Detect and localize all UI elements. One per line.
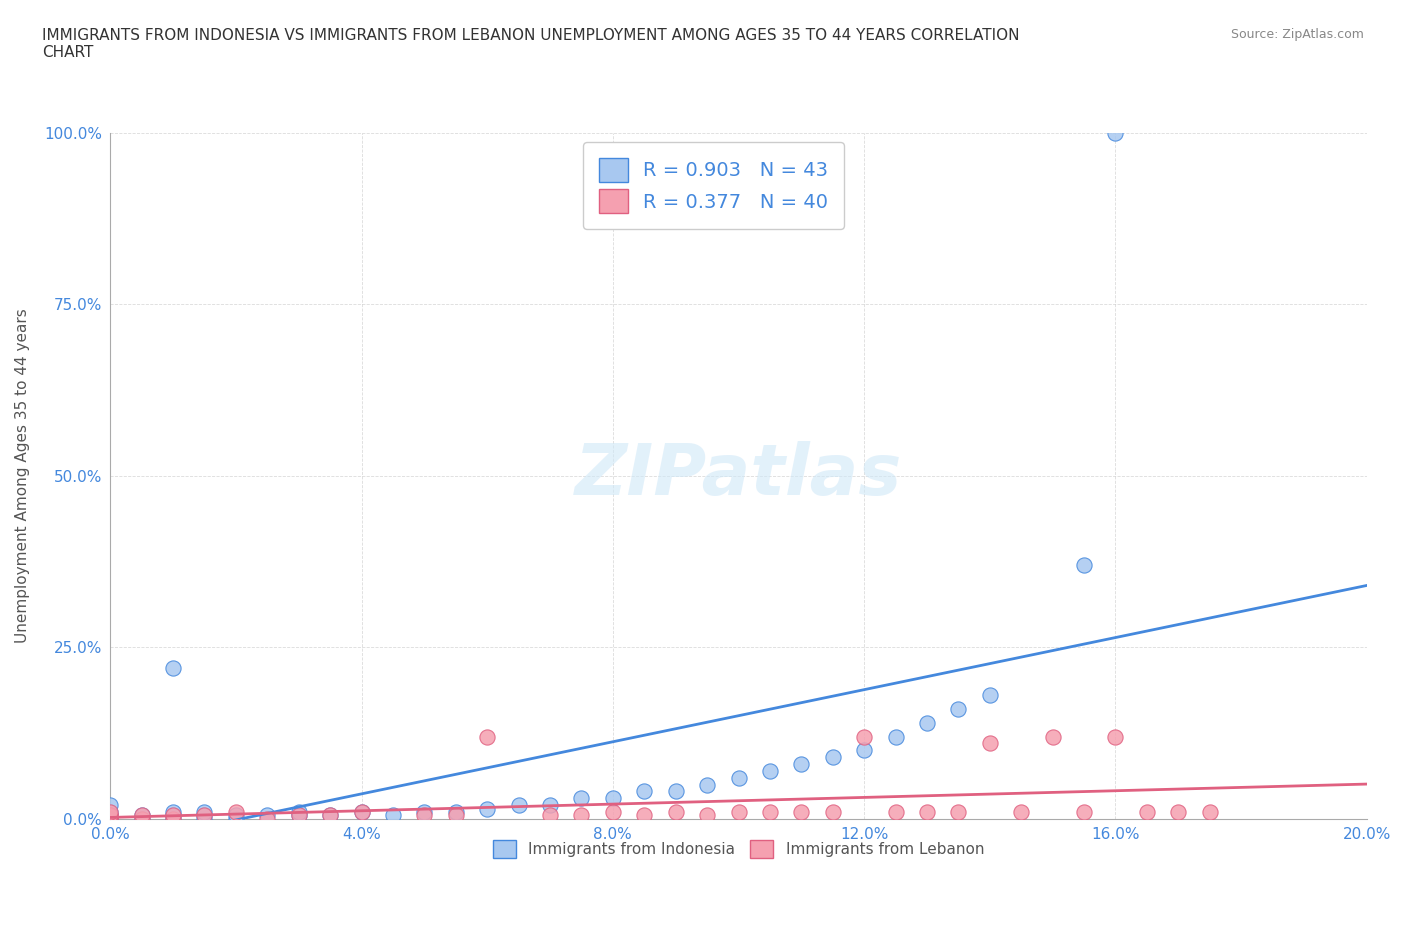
Point <box>821 750 844 764</box>
Point <box>477 729 499 744</box>
Point <box>162 808 184 823</box>
Point <box>853 743 876 758</box>
Point <box>884 804 907 819</box>
Point <box>193 804 215 819</box>
Point <box>98 811 121 826</box>
Point <box>602 804 624 819</box>
Point <box>444 808 467 823</box>
Text: Source: ZipAtlas.com: Source: ZipAtlas.com <box>1230 28 1364 41</box>
Point <box>319 808 342 823</box>
Point <box>696 777 718 792</box>
Point <box>131 811 153 826</box>
Point <box>790 804 813 819</box>
Point <box>225 811 247 826</box>
Point <box>162 811 184 826</box>
Point <box>538 798 561 813</box>
Point <box>915 715 938 730</box>
Point <box>602 790 624 805</box>
Legend: Immigrants from Indonesia, Immigrants from Lebanon: Immigrants from Indonesia, Immigrants fr… <box>485 832 991 866</box>
Point <box>131 808 153 823</box>
Point <box>1167 804 1189 819</box>
Point <box>571 808 593 823</box>
Point <box>1042 729 1064 744</box>
Point <box>1073 557 1095 572</box>
Point <box>256 808 278 823</box>
Point <box>162 811 184 826</box>
Point <box>759 764 782 778</box>
Point <box>131 808 153 823</box>
Point <box>162 804 184 819</box>
Point <box>1104 729 1126 744</box>
Point <box>98 808 121 823</box>
Point <box>381 808 404 823</box>
Point <box>727 804 749 819</box>
Point <box>98 798 121 813</box>
Text: IMMIGRANTS FROM INDONESIA VS IMMIGRANTS FROM LEBANON UNEMPLOYMENT AMONG AGES 35 : IMMIGRANTS FROM INDONESIA VS IMMIGRANTS … <box>42 28 1019 60</box>
Point <box>1136 804 1159 819</box>
Point <box>350 804 373 819</box>
Point <box>98 804 121 819</box>
Point <box>1010 804 1032 819</box>
Point <box>98 811 121 826</box>
Point <box>350 804 373 819</box>
Point <box>162 660 184 675</box>
Point <box>508 798 530 813</box>
Point <box>444 804 467 819</box>
Point <box>979 736 1001 751</box>
Point <box>319 808 342 823</box>
Point <box>633 808 655 823</box>
Point <box>1198 804 1220 819</box>
Point <box>665 784 688 799</box>
Y-axis label: Unemployment Among Ages 35 to 44 years: Unemployment Among Ages 35 to 44 years <box>15 309 30 644</box>
Point <box>256 811 278 826</box>
Point <box>98 808 121 823</box>
Point <box>948 701 970 716</box>
Point <box>162 808 184 823</box>
Point <box>853 729 876 744</box>
Point <box>98 811 121 826</box>
Point <box>225 808 247 823</box>
Point <box>948 804 970 819</box>
Point <box>571 790 593 805</box>
Point <box>193 808 215 823</box>
Point <box>131 811 153 826</box>
Point <box>727 770 749 785</box>
Point <box>477 801 499 816</box>
Point <box>790 756 813 771</box>
Point <box>538 808 561 823</box>
Point <box>821 804 844 819</box>
Point <box>1104 126 1126 140</box>
Point <box>98 804 121 819</box>
Point <box>287 804 309 819</box>
Point <box>225 804 247 819</box>
Point <box>193 808 215 823</box>
Point <box>665 804 688 819</box>
Point <box>413 804 436 819</box>
Point <box>979 688 1001 703</box>
Point <box>98 808 121 823</box>
Point <box>287 808 309 823</box>
Point <box>696 808 718 823</box>
Point <box>884 729 907 744</box>
Point <box>287 808 309 823</box>
Point <box>413 808 436 823</box>
Point <box>915 804 938 819</box>
Text: ZIPatlas: ZIPatlas <box>575 441 903 511</box>
Point <box>98 811 121 826</box>
Point <box>1073 804 1095 819</box>
Point <box>193 811 215 826</box>
Point <box>759 804 782 819</box>
Point <box>633 784 655 799</box>
